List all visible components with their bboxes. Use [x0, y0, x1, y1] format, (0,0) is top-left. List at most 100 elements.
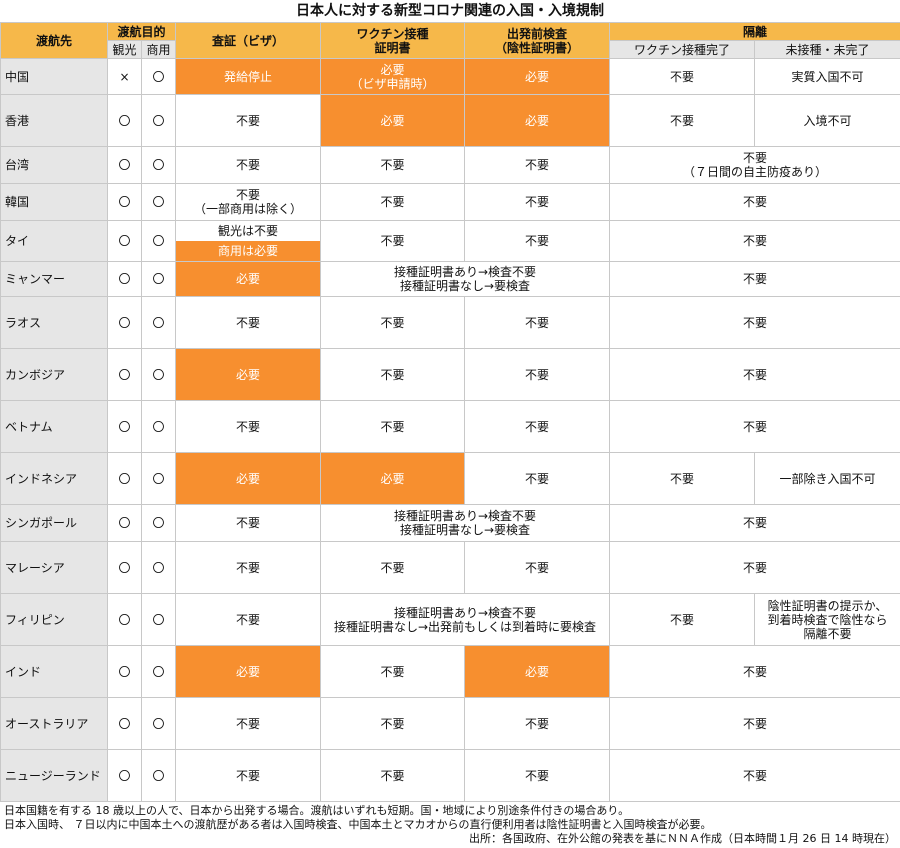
tourism-cell: 〇 [107, 749, 142, 802]
quarantine-unvaccinated-cell: 実質入国不可 [754, 58, 900, 95]
quarantine-cell: 不要 [609, 697, 900, 750]
business-cell: 〇 [140, 749, 177, 802]
country-cell: ミャンマー [0, 261, 108, 297]
quarantine-unvaccinated-cell: 入境不可 [754, 94, 900, 147]
tourism-cell: 〇 [107, 400, 142, 453]
vaccine-cell: 不要 [320, 296, 466, 349]
vaccine-cell: 不要 [320, 697, 466, 750]
vaccine-test-cell: 接種証明書あり→検査不要 接種証明書なし→出発前もしくは到着時に要検査 [320, 593, 611, 646]
visa-cell: 必要 [175, 645, 322, 698]
quarantine-cell: 不要 [609, 220, 900, 262]
visa-cell: 不要 [175, 504, 322, 542]
quarantine-vaccinated-cell: 不要 [609, 452, 756, 505]
country-cell: ラオス [0, 296, 108, 349]
business-cell: 〇 [140, 146, 177, 184]
country-cell: ニュージーランド [0, 749, 108, 802]
table-row: ベトナム 〇 〇 不要 不要 不要 不要 [0, 400, 900, 453]
business-cell: 〇 [140, 400, 177, 453]
table-row: ニュージーランド 〇 〇 不要 不要 不要 不要 [0, 749, 900, 802]
country-cell: シンガポール [0, 504, 108, 542]
visa-business-text: 商用は必要 [176, 241, 320, 261]
visa-cell: 不要 [175, 400, 322, 453]
tourism-cell: 〇 [107, 348, 142, 401]
quarantine-unvaccinated-cell: 陰性証明書の提示か、 到着時検査で陰性なら 隔離不要 [754, 593, 900, 646]
country-cell: オーストラリア [0, 697, 108, 750]
country-cell: 韓国 [0, 183, 108, 221]
vaccine-test-cell: 接種証明書あり→検査不要 接種証明書なし→要検査 [320, 261, 611, 297]
vaccine-cell: 不要 [320, 348, 466, 401]
business-cell: 〇 [140, 452, 177, 505]
test-cell: 不要 [464, 452, 611, 505]
tourism-cell: 〇 [107, 220, 142, 262]
visa-cell: 不要 [175, 697, 322, 750]
country-cell: ベトナム [0, 400, 108, 453]
test-cell: 不要 [464, 220, 611, 262]
business-cell: 〇 [140, 58, 177, 95]
table-row: 台湾 〇 〇 不要 不要 不要 不要 （７日間の自主防疫あり） [0, 146, 900, 184]
quarantine-vaccinated-cell: 不要 [609, 94, 756, 147]
business-cell: 〇 [140, 593, 177, 646]
tourism-cell: 〇 [107, 541, 142, 594]
visa-cell: 不要 （一部商用は除く） [175, 183, 322, 221]
business-cell: 〇 [140, 220, 177, 262]
vaccine-cell: 不要 [320, 749, 466, 802]
visa-tourism-text: 観光は不要 [218, 224, 279, 238]
header-business: 商用 [140, 40, 177, 59]
header-quarantine: 隔離 [609, 22, 900, 41]
quarantine-cell: 不要 [609, 261, 900, 297]
table-row: シンガポール 〇 〇 不要 接種証明書あり→検査不要 接種証明書なし→要検査 不要 [0, 504, 900, 542]
tourism-cell: 〇 [107, 645, 142, 698]
vaccine-cell: 必要 [320, 94, 466, 147]
header-unvaccinated: 未接種・未完了 [754, 40, 900, 59]
tourism-cell: 〇 [107, 452, 142, 505]
header-vaccine-cert: ワクチン接種 証明書 [320, 22, 466, 59]
quarantine-cell: 不要 [609, 645, 900, 698]
business-cell: 〇 [140, 261, 177, 297]
quarantine-cell: 不要 [609, 296, 900, 349]
test-cell: 必要 [464, 645, 611, 698]
country-cell: 中国 [0, 58, 108, 95]
visa-cell: 不要 [175, 94, 322, 147]
tourism-cell: 〇 [107, 146, 142, 184]
header-tourism: 観光 [107, 40, 142, 59]
business-cell: 〇 [140, 645, 177, 698]
quarantine-cell: 不要 [609, 749, 900, 802]
source-note: 出所：各国政府、在外公館の発表を基にＮＮＡ作成（日本時間１月 26 日 14 時… [469, 832, 896, 845]
table-row: ミャンマー 〇 〇 必要 接種証明書あり→検査不要 接種証明書なし→要検査 不要 [0, 261, 900, 297]
vaccine-cell: 不要 [320, 183, 466, 221]
table-row: インドネシア 〇 〇 必要 必要 不要 不要 一部除き入国不可 [0, 452, 900, 505]
test-cell: 不要 [464, 541, 611, 594]
test-cell: 不要 [464, 400, 611, 453]
table-row: インド 〇 〇 必要 不要 必要 不要 [0, 645, 900, 698]
test-cell: 不要 [464, 146, 611, 184]
header-visa: 査証（ビザ） [175, 22, 322, 59]
tourism-cell: 〇 [107, 504, 142, 542]
test-cell: 必要 [464, 58, 611, 95]
country-cell: インド [0, 645, 108, 698]
test-cell: 不要 [464, 296, 611, 349]
country-cell: 台湾 [0, 146, 108, 184]
test-cell: 不要 [464, 348, 611, 401]
footnote: 日本国籍を有する 18 歳以上の人で、日本から出発する場合。渡航はいずれも短期。… [4, 804, 630, 817]
header-destination: 渡航先 [0, 22, 108, 59]
visa-cell: 不要 [175, 146, 322, 184]
country-cell: フィリピン [0, 593, 108, 646]
business-cell: 〇 [140, 94, 177, 147]
quarantine-cell: 不要 [609, 504, 900, 542]
tourism-cell: 〇 [107, 697, 142, 750]
business-cell: 〇 [140, 296, 177, 349]
visa-cell: 必要 [175, 348, 322, 401]
header-vaccinated: ワクチン接種完了 [609, 40, 756, 59]
country-cell: タイ [0, 220, 108, 262]
vaccine-cell: 必要 [320, 452, 466, 505]
vaccine-cell: 不要 [320, 541, 466, 594]
business-cell: 〇 [140, 348, 177, 401]
vaccine-cell: 不要 [320, 146, 466, 184]
table-row: カンボジア 〇 〇 必要 不要 不要 不要 [0, 348, 900, 401]
table-row: オーストラリア 〇 〇 不要 不要 不要 不要 [0, 697, 900, 750]
table-row: フィリピン 〇 〇 不要 接種証明書あり→検査不要 接種証明書なし→出発前もしくは… [0, 593, 900, 646]
test-cell: 不要 [464, 183, 611, 221]
table-row: タイ 〇 〇 観光は不要 商用は必要 不要 不要 不要 [0, 220, 900, 262]
page-title: 日本人に対する新型コロナ関連の入国・入境規制 [296, 3, 604, 19]
business-cell: 〇 [140, 541, 177, 594]
